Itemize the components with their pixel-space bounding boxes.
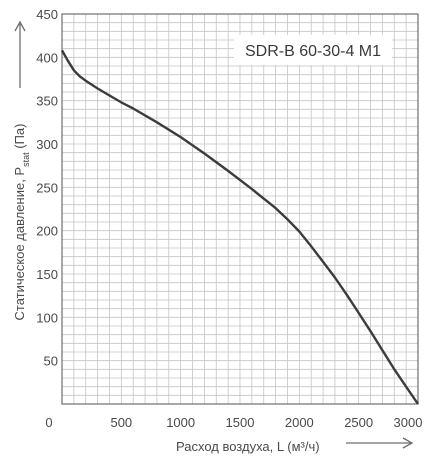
y-tick-label: 50 xyxy=(44,354,58,369)
grid-lines xyxy=(61,13,419,405)
x-tick-label: 2500 xyxy=(344,415,373,430)
x-axis-label: Расход воздуха, L (м³/ч) xyxy=(176,439,320,454)
y-axis-label: Статическое давление, Pstat (Па) xyxy=(12,124,31,321)
plot-border xyxy=(61,13,419,405)
y-axis-arrow xyxy=(14,20,26,88)
y-axis-label-main: Статическое давление, P xyxy=(12,167,27,321)
x-tick-labels: 0 500 1000 1500 2000 2500 3000 xyxy=(45,415,422,430)
plot-frame xyxy=(61,13,419,405)
y-tick-label: 350 xyxy=(36,94,58,109)
x-axis-arrow xyxy=(346,437,414,449)
x-tick-label: 2000 xyxy=(285,415,314,430)
y-tick-label: 250 xyxy=(36,180,58,195)
title-box: SDR-B 60-30-4 M1 xyxy=(234,35,392,65)
title-background xyxy=(234,35,392,65)
x-tick-label: 500 xyxy=(110,415,132,430)
x-tick-label: 1000 xyxy=(166,415,195,430)
y-axis-label-tail: (Па) xyxy=(12,124,27,153)
y-tick-label: 300 xyxy=(36,137,58,152)
x-tick-label: 3000 xyxy=(394,415,423,430)
x-tick-label: 1500 xyxy=(226,415,255,430)
x-tick-label: 0 xyxy=(45,415,52,430)
chart-title: SDR-B 60-30-4 M1 xyxy=(245,43,381,60)
y-tick-label: 150 xyxy=(36,267,58,282)
series-line xyxy=(60,49,419,405)
y-axis-label-sub: stat xyxy=(21,152,31,167)
y-tick-label: 400 xyxy=(36,50,58,65)
y-tick-label: 200 xyxy=(36,224,58,239)
y-tick-label: 100 xyxy=(36,310,58,325)
y-tick-labels: 50 100 150 200 250 300 350 400 450 xyxy=(36,7,58,369)
y-tick-label: 450 xyxy=(36,7,58,22)
